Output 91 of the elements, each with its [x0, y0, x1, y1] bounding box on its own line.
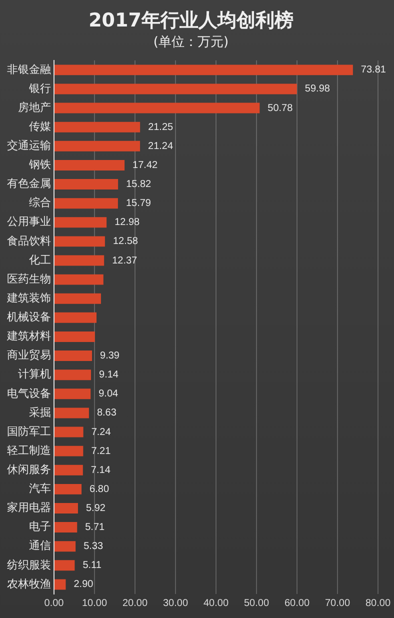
x-tick-label: 70.00 [324, 598, 350, 609]
y-tick-label: 有色金属 [7, 177, 51, 190]
y-tick-label: 非银金融 [7, 62, 51, 76]
bar [54, 217, 107, 228]
y-tick-label: 食品饮料 [7, 234, 51, 248]
bar [54, 503, 78, 514]
data-label: 9.04 [98, 388, 119, 400]
bar [54, 522, 78, 533]
bar [54, 446, 84, 456]
y-tick-label: 公用事业 [7, 215, 51, 228]
bar [54, 274, 104, 285]
bar [54, 236, 105, 247]
y-tick-label: 休闲服务 [7, 462, 51, 476]
data-label: 15.79 [126, 198, 152, 210]
data-label: 7.14 [90, 464, 111, 476]
bar [54, 350, 92, 362]
y-tick-label: 钢铁 [28, 158, 51, 172]
y-tick-label: 采掘 [29, 406, 51, 419]
data-label: 73.81 [360, 64, 386, 76]
data-label: 9.14 [99, 370, 119, 381]
x-tick-label: 40.00 [203, 598, 229, 609]
data-label: 59.98 [304, 84, 330, 95]
data-label: 12.37 [112, 255, 138, 266]
y-tick-label: 电子 [29, 520, 51, 534]
x-tick-label: 80.00 [365, 598, 391, 609]
bar [54, 140, 140, 152]
y-tick-label: 农林牧渔 [7, 577, 51, 590]
y-tick-label: 传媒 [29, 120, 51, 133]
bar [54, 388, 91, 400]
bar [54, 408, 89, 418]
x-tick-label: 10.00 [82, 598, 108, 609]
bar [54, 84, 297, 94]
data-label: 15.82 [126, 179, 152, 190]
bar [54, 312, 97, 323]
y-tick-label: 建筑装饰 [6, 291, 51, 304]
bar [54, 331, 95, 342]
y-tick-label: 通信 [29, 539, 51, 552]
bar [54, 102, 260, 114]
y-tick-label: 汽车 [29, 482, 51, 496]
data-label: 5.11 [82, 560, 102, 572]
y-tick-label: 房地产 [18, 100, 51, 114]
bar [54, 64, 353, 76]
bar [54, 255, 104, 266]
data-label: 21.25 [148, 122, 174, 133]
bar [54, 122, 140, 132]
y-tick-label: 化工 [29, 253, 51, 266]
bar [54, 198, 118, 209]
data-label: 2.90 [74, 579, 94, 590]
bar [54, 160, 125, 170]
y-tick-label: 建筑材料 [6, 330, 51, 343]
data-label: 9.39 [100, 350, 120, 362]
data-label: 7.21 [91, 446, 112, 457]
y-tick-label: 轻工制造 [7, 444, 51, 457]
bar [54, 541, 76, 552]
bar [54, 579, 66, 590]
bar [54, 560, 75, 571]
bar [54, 464, 83, 476]
chart-subtitle: (单位：万元) [153, 34, 229, 50]
bar [54, 179, 118, 190]
y-tick-label: 纺织服装 [7, 558, 51, 572]
data-label: 21.24 [148, 140, 174, 152]
x-tick-label: 50.00 [244, 598, 270, 609]
bar [54, 484, 82, 494]
bar [54, 426, 84, 438]
data-label: 12.58 [112, 236, 138, 248]
y-tick-label: 家用电器 [7, 501, 51, 514]
x-tick-label: 20.00 [122, 598, 148, 609]
y-tick-label: 电气设备 [7, 386, 51, 400]
y-tick-label: 计算机 [18, 368, 51, 381]
x-tick-label: 30.00 [162, 598, 188, 609]
data-label: 17.42 [132, 160, 158, 171]
data-label: 6.80 [90, 484, 110, 495]
y-tick-label: 综合 [29, 196, 51, 210]
data-label: 5.92 [86, 502, 106, 514]
y-tick-label: 银行 [28, 82, 51, 95]
data-label: 5.33 [84, 541, 104, 552]
y-tick-label: 商业贸易 [7, 348, 51, 362]
data-label: 12.98 [114, 217, 140, 228]
data-label: 5.71 [85, 522, 106, 534]
data-label: 50.78 [268, 102, 294, 114]
bar [54, 293, 101, 304]
y-tick-label: 机械设备 [7, 310, 51, 324]
data-label: 8.63 [96, 408, 117, 419]
data-label: 7.24 [91, 426, 112, 438]
chart-title: 2017年行业人均创利榜 [88, 9, 294, 32]
x-tick-label: 60.00 [284, 598, 310, 609]
y-tick-label: 医药生物 [7, 272, 51, 286]
y-tick-label: 国防军工 [7, 424, 51, 438]
x-tick-label: 0.00 [44, 598, 64, 609]
bar [54, 370, 92, 380]
y-tick-label: 交通运输 [7, 139, 51, 152]
